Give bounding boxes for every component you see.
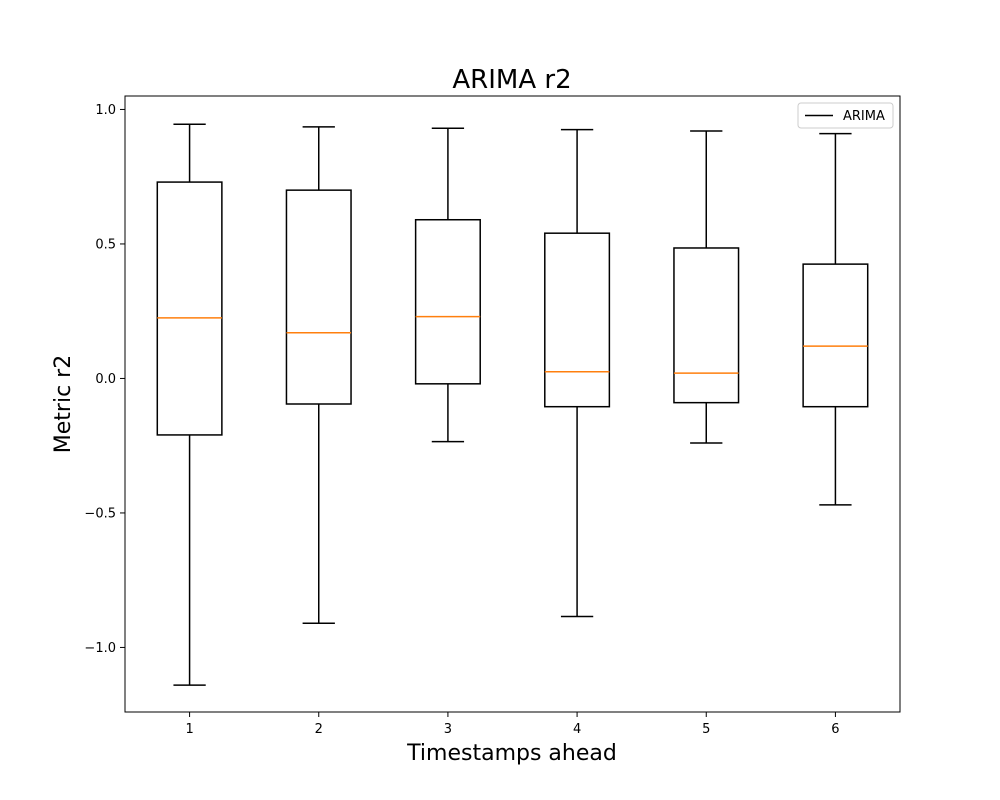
box-iqr: [544, 232, 611, 408]
x-axis-label: Timestamps ahead: [406, 741, 617, 766]
legend-label-arima: ARIMA: [843, 109, 885, 124]
plot-frame: [124, 95, 901, 713]
x-tick-label: 6: [831, 722, 839, 737]
x-tick-label: 4: [573, 722, 581, 737]
box-iqr: [285, 189, 352, 405]
y-axis: 1.0 0.5 0.0 −0.5 −1.0: [84, 103, 125, 656]
y-tick-label: 0.5: [95, 237, 116, 252]
box-4: [544, 128, 611, 618]
x-tick-label: 3: [444, 722, 452, 737]
x-tick-label: 5: [702, 722, 710, 737]
y-tick-label: −0.5: [84, 506, 116, 521]
y-tick-label: −1.0: [84, 641, 116, 656]
x-tick-label: 2: [315, 722, 323, 737]
y-axis-label: Metric r2: [51, 355, 76, 453]
box-iqr: [156, 181, 223, 436]
x-axis: 1 2 3 4 5 6: [185, 712, 840, 737]
box-6: [802, 132, 869, 506]
y-tick-label: 0.0: [95, 372, 116, 387]
x-tick-label: 1: [185, 722, 193, 737]
y-tick-label: 1.0: [95, 103, 116, 118]
box-1: [156, 123, 223, 686]
legend-frame: [797, 102, 894, 129]
box-3: [414, 127, 481, 443]
box-5: [673, 130, 740, 444]
plot-area: [124, 95, 901, 713]
boxes-group: [156, 123, 869, 686]
box-iqr: [673, 247, 740, 404]
legend: ARIMA: [797, 102, 894, 129]
chart-title: ARIMA r2: [452, 65, 571, 95]
box-iqr: [414, 218, 481, 385]
box-2: [285, 126, 352, 624]
box-iqr: [802, 263, 869, 408]
